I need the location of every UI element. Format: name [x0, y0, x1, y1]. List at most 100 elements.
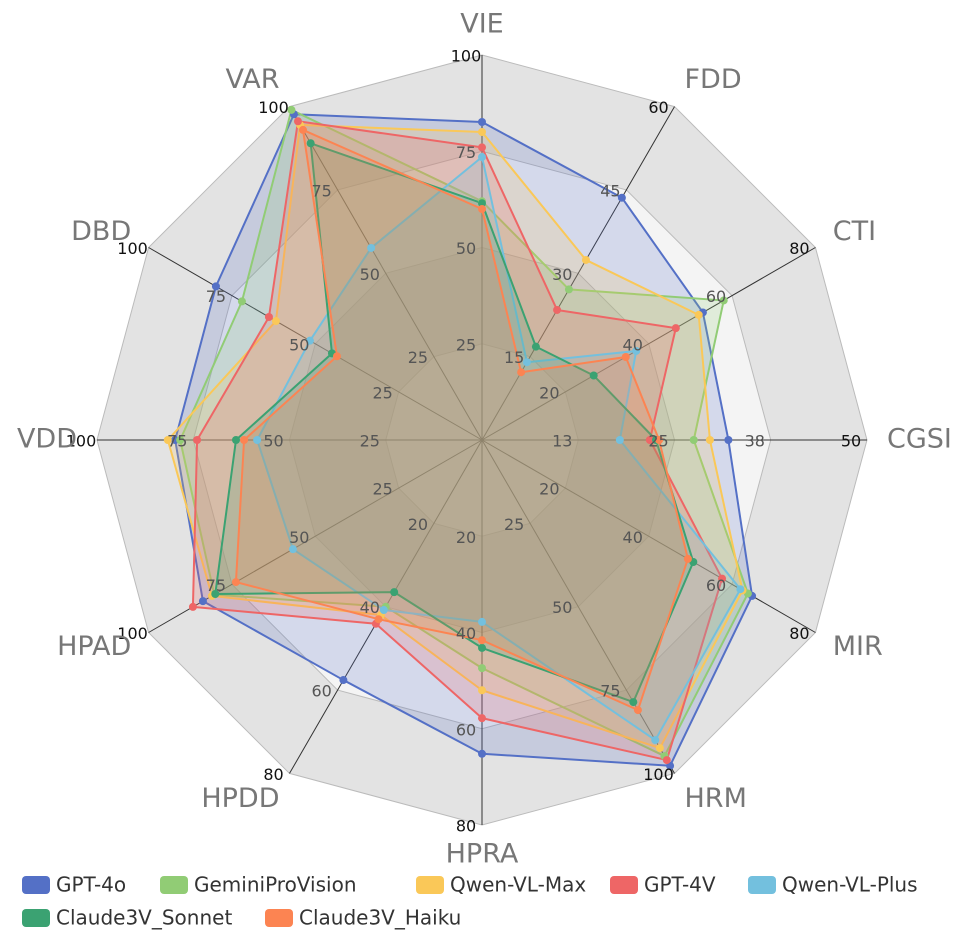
data-point — [724, 436, 733, 444]
legend-label: Claude3V_Sonnet — [56, 906, 232, 930]
tick-label: 20 — [408, 515, 428, 534]
data-point — [163, 436, 172, 444]
tick-label: 20 — [539, 383, 559, 402]
data-point — [298, 125, 307, 134]
data-point — [522, 358, 531, 367]
data-point — [531, 342, 540, 351]
data-point — [671, 324, 680, 333]
axis-name: HRM — [685, 783, 747, 814]
data-point — [633, 706, 642, 715]
data-point — [288, 545, 297, 554]
axis-line — [481, 247, 816, 441]
data-point — [231, 578, 240, 587]
data-point — [193, 436, 202, 444]
data-point — [615, 436, 624, 444]
data-point — [718, 574, 727, 583]
legend-item: GPT-4o — [22, 873, 126, 897]
tick-label: 100 — [117, 239, 148, 258]
tick-label: 25 — [408, 348, 428, 367]
legend-item: Claude3V_Sonnet — [22, 906, 232, 930]
data-point — [367, 243, 376, 252]
tick-label: 25 — [360, 432, 380, 451]
data-point — [264, 312, 273, 321]
data-point — [589, 371, 598, 380]
tick-label: 40 — [623, 528, 643, 547]
legend-item: Qwen-VL-Plus — [748, 873, 918, 897]
tick-label: 25 — [504, 515, 524, 534]
data-point — [645, 436, 654, 444]
data-point — [694, 310, 703, 319]
axis-line — [481, 439, 816, 633]
data-point — [683, 554, 692, 563]
data-point — [478, 714, 486, 723]
tick-label: 20 — [539, 480, 559, 499]
axis-line — [481, 439, 675, 774]
tick-label: 75 — [600, 682, 620, 701]
legend-label: Claude3V_Haiku — [299, 906, 461, 930]
tick-label: 30 — [552, 265, 572, 284]
data-point — [705, 436, 714, 444]
tick-label: 75 — [311, 181, 331, 200]
legend-label: GPT-4o — [56, 873, 126, 897]
axis-name: DBD — [71, 216, 131, 247]
tick-label: 15 — [504, 348, 524, 367]
data-point — [478, 143, 486, 152]
data-point — [478, 117, 486, 126]
data-point — [478, 749, 486, 758]
tick-label: 100 — [643, 765, 674, 784]
tick-label: 100 — [451, 47, 482, 66]
data-point — [617, 193, 626, 202]
legend-label: Qwen-VL-Max — [450, 873, 586, 897]
legend-item: Claude3V_Haiku — [265, 906, 461, 930]
tick-label: 100 — [258, 98, 289, 117]
legend-swatch — [22, 909, 50, 927]
data-point — [390, 588, 399, 597]
data-point — [287, 105, 296, 114]
data-point — [478, 643, 486, 652]
data-point — [231, 436, 240, 444]
tick-label: 50 — [289, 335, 309, 354]
tick-label: 40 — [623, 335, 643, 354]
data-point — [374, 615, 383, 624]
data-point — [240, 436, 249, 444]
data-point — [293, 117, 302, 126]
tick-label: 25 — [456, 335, 476, 354]
legend-item: Qwen-VL-Max — [416, 873, 586, 897]
legend-label: GeminiProVision — [194, 873, 357, 897]
tick-label: 50 — [456, 239, 476, 258]
tick-label: 50 — [360, 265, 380, 284]
axis-name: FDD — [685, 64, 742, 95]
legend-swatch — [610, 876, 638, 894]
data-point — [629, 698, 638, 707]
tick-label: 80 — [789, 624, 809, 643]
data-point — [662, 756, 671, 765]
legend-swatch — [160, 876, 188, 894]
tick-label: 60 — [311, 682, 331, 701]
data-point — [271, 317, 280, 326]
legend-swatch — [22, 876, 50, 894]
axis-name: VIE — [460, 9, 504, 40]
axis-name: MIR — [833, 631, 883, 662]
data-point — [689, 436, 698, 444]
legend-swatch — [265, 909, 293, 927]
tick-label: 40 — [456, 624, 476, 643]
legend-swatch — [748, 876, 776, 894]
data-point — [478, 686, 486, 695]
tick-label: 13 — [552, 432, 572, 451]
tick-label: 75 — [206, 576, 226, 595]
tick-label: 50 — [841, 432, 861, 451]
data-point — [478, 664, 486, 673]
tick-label: 25 — [372, 480, 392, 499]
data-point — [478, 128, 486, 136]
axis-line — [289, 106, 483, 441]
axis-name: HPDD — [201, 783, 279, 814]
data-point — [719, 296, 728, 305]
axis-name: VDD — [17, 424, 77, 455]
data-point — [253, 436, 262, 444]
data-point — [188, 602, 197, 611]
data-point — [655, 744, 664, 753]
tick-label: 80 — [789, 239, 809, 258]
tick-label: 75 — [167, 432, 187, 451]
tick-label: 100 — [66, 432, 97, 451]
tick-label: 80 — [263, 765, 283, 784]
